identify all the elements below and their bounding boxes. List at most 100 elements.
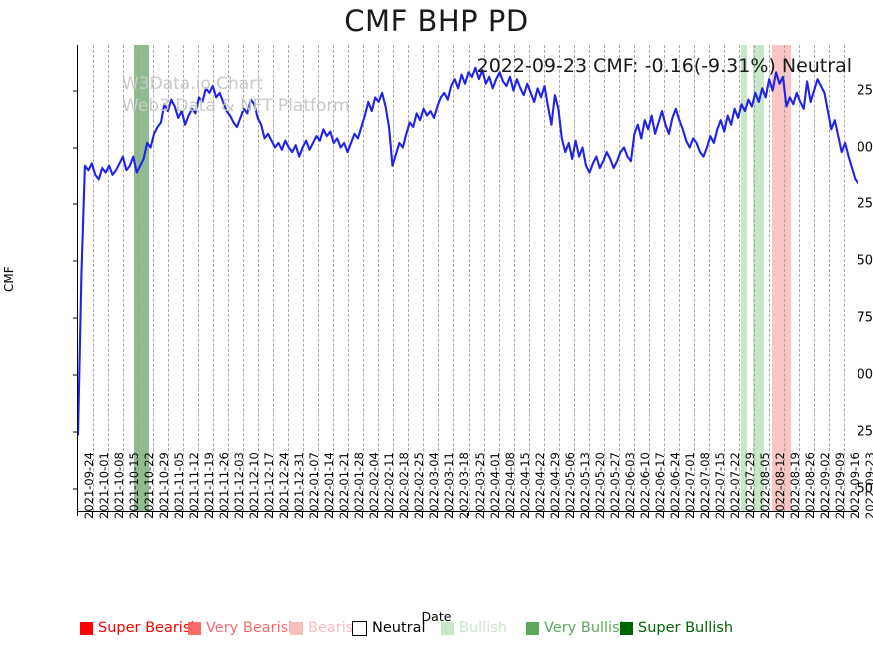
gridline [243, 45, 245, 511]
x-tick-label: 2021-10-08 [112, 452, 127, 519]
legend-swatch-icon [290, 621, 303, 635]
x-tick-label: 2021-12-31 [292, 452, 307, 519]
signal-band [741, 45, 747, 511]
x-tick-mark [107, 512, 109, 516]
x-tick-label: 2022-03-04 [427, 452, 442, 519]
x-tick-mark [677, 512, 679, 516]
y-tick-mark [73, 488, 77, 490]
x-tick-label: 2022-04-15 [517, 452, 532, 519]
x-tick-mark [512, 512, 514, 516]
x-tick-mark [647, 512, 649, 516]
x-tick-mark [332, 512, 334, 516]
gridline [303, 45, 305, 511]
legend-label: Super Bullish [638, 620, 734, 636]
plot-area: W3Data.io Chart Web3 Data & NFT Platform… [77, 45, 858, 512]
x-tick-label: 2021-12-24 [277, 452, 292, 519]
gridline [273, 45, 275, 511]
x-tick-mark [602, 512, 604, 516]
gridline [123, 45, 125, 511]
gridline [228, 45, 230, 511]
x-tick-label: 2022-02-25 [412, 452, 427, 519]
gridline [588, 45, 590, 511]
x-tick-label: 2022-01-21 [337, 452, 352, 519]
gridline [498, 45, 500, 511]
x-tick-label: 2022-01-14 [322, 452, 337, 519]
x-tick-label: 2021-11-19 [202, 452, 217, 519]
x-tick-mark [377, 512, 379, 516]
legend-item[interactable]: Super Bullish [620, 620, 733, 636]
x-tick-label: 2022-05-13 [577, 452, 592, 519]
x-tick-label: 2022-05-20 [592, 452, 607, 519]
legend-item[interactable]: Bearish [290, 620, 363, 636]
gridline [723, 45, 725, 511]
legend-swatch-icon [188, 621, 201, 635]
legend-item[interactable]: Super Bearish [80, 620, 200, 636]
x-tick-mark [722, 512, 724, 516]
x-tick-label: 2022-08-19 [787, 452, 802, 519]
cmf-line [78, 66, 858, 436]
legend-swatch-icon [352, 620, 367, 636]
page-title: CMF BHP PD [344, 4, 529, 38]
legend-item[interactable]: Very Bearish [188, 620, 297, 636]
gridline [663, 45, 665, 511]
legend-swatch-icon [526, 621, 539, 635]
gridline [783, 45, 785, 511]
legend-item[interactable]: Very Bullish [526, 620, 629, 636]
gridline [558, 45, 560, 511]
x-tick-mark [212, 512, 214, 516]
x-tick-label: 2021-11-26 [217, 452, 232, 519]
gridline [633, 45, 635, 511]
x-tick-mark [842, 512, 844, 516]
x-tick-mark [92, 512, 94, 516]
x-tick-label: 2022-07-29 [742, 452, 757, 519]
x-tick-mark [317, 512, 319, 516]
signal-band [133, 45, 149, 511]
gridline [828, 45, 830, 511]
x-tick-label: 2022-08-12 [772, 452, 787, 519]
x-tick-label: 2022-04-01 [487, 452, 502, 519]
x-tick-mark [407, 512, 409, 516]
gridline [843, 45, 845, 511]
x-tick-mark [137, 512, 139, 516]
y-tick-mark [73, 317, 77, 319]
x-tick-mark [272, 512, 274, 516]
gridline [813, 45, 815, 511]
x-tick-mark [542, 512, 544, 516]
x-tick-mark [797, 512, 799, 516]
gridline [333, 45, 335, 511]
x-tick-label: 2022-07-01 [682, 452, 697, 519]
x-tick-mark [197, 512, 199, 516]
x-tick-label: 2022-07-22 [727, 452, 742, 519]
y-tick-mark [73, 203, 77, 205]
x-tick-mark [617, 512, 619, 516]
y-tick-mark [73, 147, 77, 148]
legend-swatch-icon [441, 621, 454, 635]
legend-label: Bullish [459, 620, 507, 636]
x-tick-mark [827, 512, 829, 516]
legend-item[interactable]: Neutral [352, 620, 426, 636]
x-tick-label: 2022-09-02 [817, 452, 832, 519]
y-tick-mark [73, 90, 77, 92]
gridline [318, 45, 320, 511]
legend-label: Super Bearish [98, 620, 200, 636]
x-tick-mark [242, 512, 244, 516]
x-tick-mark [77, 512, 78, 516]
gridline [168, 45, 170, 511]
x-tick-label: 2022-02-04 [367, 452, 382, 519]
x-tick-mark [452, 512, 454, 516]
gridline [153, 45, 155, 511]
gridline [408, 45, 410, 511]
gridline [483, 45, 485, 511]
x-tick-mark [257, 512, 259, 516]
gridline [183, 45, 185, 511]
x-tick-label: 2022-08-26 [802, 452, 817, 519]
x-tick-label: 2022-03-18 [457, 452, 472, 519]
x-tick-label: 2022-01-07 [307, 452, 322, 519]
x-tick-label: 2022-04-29 [547, 452, 562, 519]
x-tick-label: 2022-06-03 [622, 452, 637, 519]
legend-label: Neutral [372, 620, 426, 636]
legend-item[interactable]: Bullish [441, 620, 507, 636]
x-tick-mark [572, 512, 574, 516]
x-tick-label: 2021-11-05 [172, 452, 187, 519]
